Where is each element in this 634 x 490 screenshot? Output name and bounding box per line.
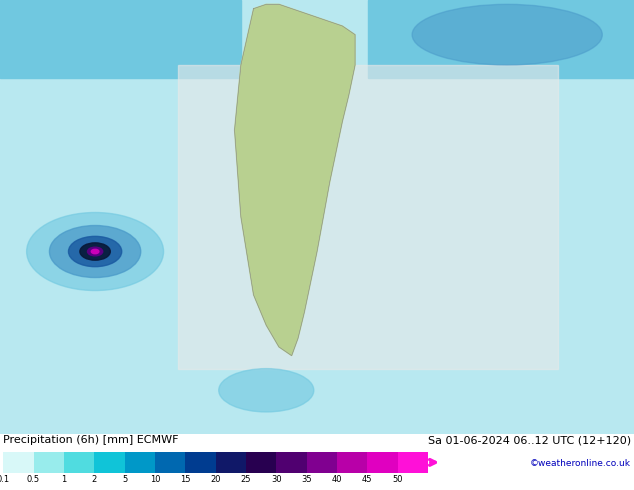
Text: 10: 10 <box>150 475 160 484</box>
Bar <box>246 452 276 473</box>
Bar <box>185 452 216 473</box>
Text: 45: 45 <box>362 475 373 484</box>
Text: 2: 2 <box>91 475 97 484</box>
Text: Precipitation (6h) [mm] ECMWF: Precipitation (6h) [mm] ECMWF <box>3 435 179 445</box>
Text: ©weatheronline.co.uk: ©weatheronline.co.uk <box>530 459 631 468</box>
Text: 25: 25 <box>241 475 251 484</box>
Bar <box>276 452 307 473</box>
Bar <box>124 452 155 473</box>
Bar <box>216 452 246 473</box>
Text: 50: 50 <box>392 475 403 484</box>
Text: Sa 01-06-2024 06..12 UTC (12+120): Sa 01-06-2024 06..12 UTC (12+120) <box>428 435 631 445</box>
Text: 0.5: 0.5 <box>27 475 40 484</box>
FancyBboxPatch shape <box>0 0 241 78</box>
Bar <box>3 452 34 473</box>
Text: 40: 40 <box>332 475 342 484</box>
Text: 30: 30 <box>271 475 281 484</box>
Text: 20: 20 <box>210 475 221 484</box>
Bar <box>155 452 185 473</box>
Text: 0.1: 0.1 <box>0 475 10 484</box>
Bar <box>398 452 428 473</box>
Text: 5: 5 <box>122 475 127 484</box>
Ellipse shape <box>80 243 110 260</box>
Text: 35: 35 <box>301 475 312 484</box>
Ellipse shape <box>412 4 602 65</box>
Bar <box>337 452 367 473</box>
Bar <box>64 452 94 473</box>
Ellipse shape <box>68 236 122 267</box>
Ellipse shape <box>91 249 99 254</box>
Bar <box>307 452 337 473</box>
Text: 1: 1 <box>61 475 67 484</box>
Polygon shape <box>235 4 355 356</box>
Ellipse shape <box>219 368 314 412</box>
Ellipse shape <box>49 225 141 277</box>
FancyBboxPatch shape <box>178 65 558 368</box>
Text: 15: 15 <box>180 475 190 484</box>
Bar <box>367 452 398 473</box>
Ellipse shape <box>87 247 103 256</box>
Bar <box>94 452 124 473</box>
Bar <box>34 452 64 473</box>
FancyBboxPatch shape <box>368 0 634 78</box>
Ellipse shape <box>27 213 164 291</box>
